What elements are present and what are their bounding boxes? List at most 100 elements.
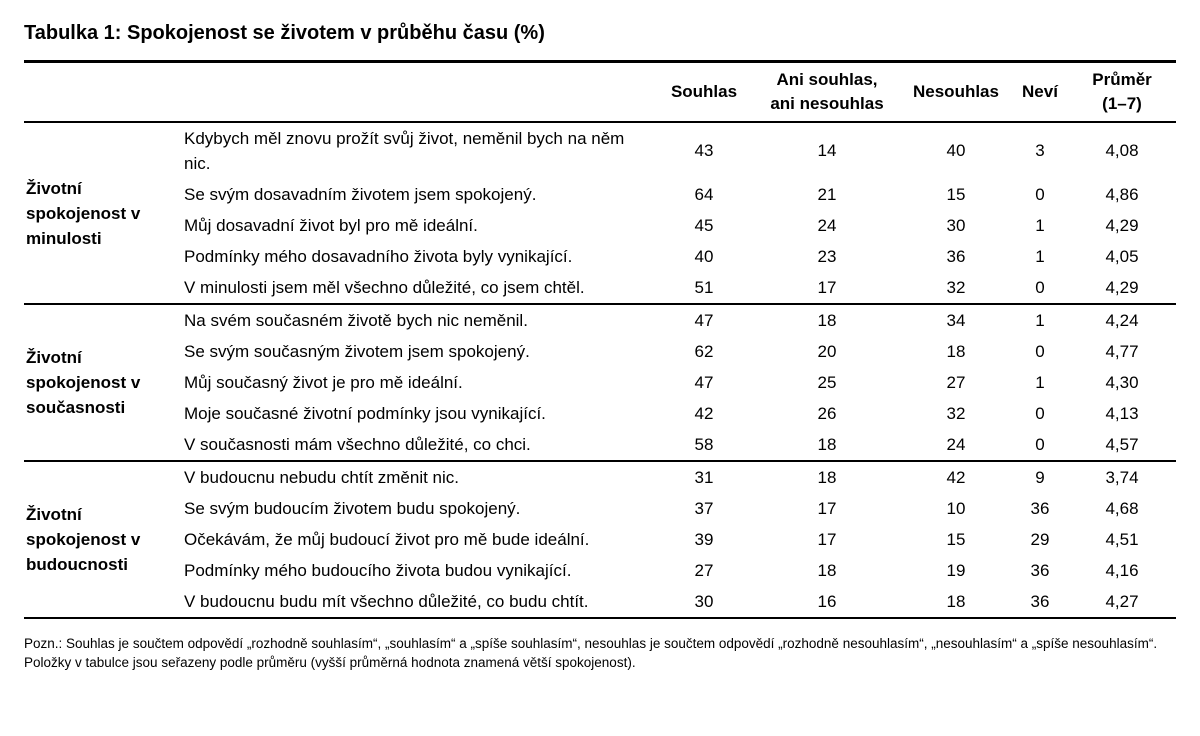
column-header-souhlas: Souhlas [654,61,754,123]
value-cell-nevi: 1 [1012,303,1068,336]
value-cell-ani: 21 [817,184,837,204]
value-cell-nevi: 36 [1030,591,1050,611]
value-cell-ani: 17 [817,277,837,297]
column-header-prumer: Průměr (1–7) [1068,61,1176,123]
item-statement: Moje současné životní podmínky jsou vyni… [184,404,546,423]
value-cell-nevi: 0 [1035,341,1045,361]
value-cell-prumer: 4,29 [1105,215,1139,235]
value-cell-ani: 23 [817,246,837,266]
value-cell-souhlas: 45 [694,215,714,235]
row-group-label: Životní spokojenost v současnosti [24,303,182,461]
header-spacer-group [24,61,182,123]
table-row: Se svým současným životem jsem spokojený… [24,336,1176,367]
value-cell-souhlas: 47 [654,303,754,336]
value-cell-nesouhlas: 24 [946,434,966,454]
value-cell-nesouhlas: 40 [900,121,1012,179]
table-row: V budoucnu budu mít všechno důležité, co… [24,586,1176,618]
value-cell-prumer: 4,51 [1105,529,1139,549]
value-cell-ani: 24 [817,215,837,235]
value-cell-prumer: 4,24 [1068,303,1176,336]
value-cell-nevi: 1 [1035,246,1045,266]
value-cell-souhlas: 62 [694,341,714,361]
column-header-nesouhlas: Nesouhlas [900,61,1012,123]
item-statement: Podmínky mého budoucího života budou vyn… [184,561,572,580]
value-cell-nesouhlas: 18 [946,341,966,361]
value-cell-prumer: 4,57 [1105,434,1139,454]
item-statement: V současnosti mám všechno důležité, co c… [184,435,531,454]
value-cell-nesouhlas: 15 [946,184,966,204]
value-cell-souhlas: 43 [654,121,754,179]
item-statement: Podmínky mého dosavadního života byly vy… [184,247,573,266]
table-row: Očekávám, že můj budoucí život pro mě bu… [24,524,1176,555]
table-row: Se svým dosavadním životem jsem spokojen… [24,179,1176,210]
item-statement: Se svým dosavadním životem jsem spokojen… [184,185,537,204]
item-statement: V budoucnu budu mít všechno důležité, co… [184,592,589,611]
value-cell-ani: 25 [817,372,837,392]
value-cell-ani: 26 [817,403,837,423]
value-cell-prumer: 4,86 [1105,184,1139,204]
value-cell-nesouhlas: 32 [946,403,966,423]
value-cell-souhlas: 39 [694,529,714,549]
column-header-ani-souhlas-ani-nesouhlas: Ani souhlas, ani nesouhlas [754,61,900,123]
value-cell-ani: 17 [817,498,837,518]
value-cell-ani: 18 [817,560,837,580]
value-cell-nevi: 36 [1030,560,1050,580]
header-spacer-item [182,61,654,123]
value-cell-nesouhlas: 36 [946,246,966,266]
value-cell-ani: 18 [754,460,900,493]
row-group-label: Životní spokojenost v minulosti [24,121,182,304]
item-statement: Můj současný život je pro mě ideální. [184,373,463,392]
value-cell-nesouhlas: 34 [900,303,1012,336]
table-body: Životní spokojenost v minulosti Kdybych m… [24,121,1176,618]
value-cell-prumer: 4,29 [1105,277,1139,297]
value-cell-souhlas: 51 [694,277,714,297]
item-statement: Se svým budoucím životem budu spokojený. [184,499,521,518]
value-cell-nesouhlas: 42 [900,460,1012,493]
value-cell-prumer: 3,74 [1068,460,1176,493]
value-cell-nesouhlas: 10 [946,498,966,518]
item-statement: Se svým současným životem jsem spokojený… [184,342,530,361]
value-cell-nevi: 3 [1012,121,1068,179]
table-row: Můj současný život je pro mě ideální. 47 2… [24,367,1176,398]
value-cell-nevi: 0 [1035,434,1045,454]
value-cell-ani: 18 [817,434,837,454]
value-cell-prumer: 4,68 [1105,498,1139,518]
table-row: Moje současné životní podmínky jsou vyni… [24,398,1176,429]
value-cell-nevi: 0 [1035,277,1045,297]
value-cell-prumer: 4,30 [1105,372,1139,392]
value-cell-prumer: 4,16 [1105,560,1139,580]
value-cell-ani: 14 [754,121,900,179]
item-statement: Kdybych měl znovu prožít svůj život, nem… [182,121,654,179]
value-cell-ani: 18 [754,303,900,336]
value-cell-souhlas: 40 [694,246,714,266]
table-row: V současnosti mám všechno důležité, co c… [24,429,1176,461]
value-cell-prumer: 4,05 [1105,246,1139,266]
value-cell-nesouhlas: 19 [946,560,966,580]
item-statement: V minulosti jsem měl všechno důležité, c… [184,278,585,297]
value-cell-prumer: 4,13 [1105,403,1139,423]
value-cell-souhlas: 27 [694,560,714,580]
value-cell-souhlas: 58 [694,434,714,454]
column-header-nevi: Neví [1012,61,1068,123]
table-row: Podmínky mého budoucího života budou vyn… [24,555,1176,586]
row-group-label: Životní spokojenost v budoucnosti [24,460,182,618]
value-cell-souhlas: 47 [694,372,714,392]
item-statement: Můj dosavadní život byl pro mě ideální. [184,216,478,235]
value-cell-prumer: 4,08 [1068,121,1176,179]
table-row: Životní spokojenost v současnosti Na svém… [24,303,1176,461]
value-cell-nesouhlas: 18 [946,591,966,611]
value-cell-souhlas: 37 [694,498,714,518]
table-footnote: Pozn.: Souhlas je součtem odpovědí „rozh… [24,636,1158,670]
value-cell-nevi: 36 [1030,498,1050,518]
value-cell-souhlas: 64 [694,184,714,204]
value-cell-nesouhlas: 32 [946,277,966,297]
value-cell-nevi: 1 [1035,372,1045,392]
value-cell-souhlas: 42 [694,403,714,423]
value-cell-nesouhlas: 15 [946,529,966,549]
value-cell-nevi: 29 [1030,529,1050,549]
value-cell-ani: 16 [817,591,837,611]
value-cell-nevi: 0 [1035,403,1045,423]
item-statement: Očekávám, že můj budoucí život pro mě bu… [184,530,590,549]
value-cell-nevi: 9 [1012,460,1068,493]
table-row: Se svým budoucím životem budu spokojený.… [24,493,1176,524]
